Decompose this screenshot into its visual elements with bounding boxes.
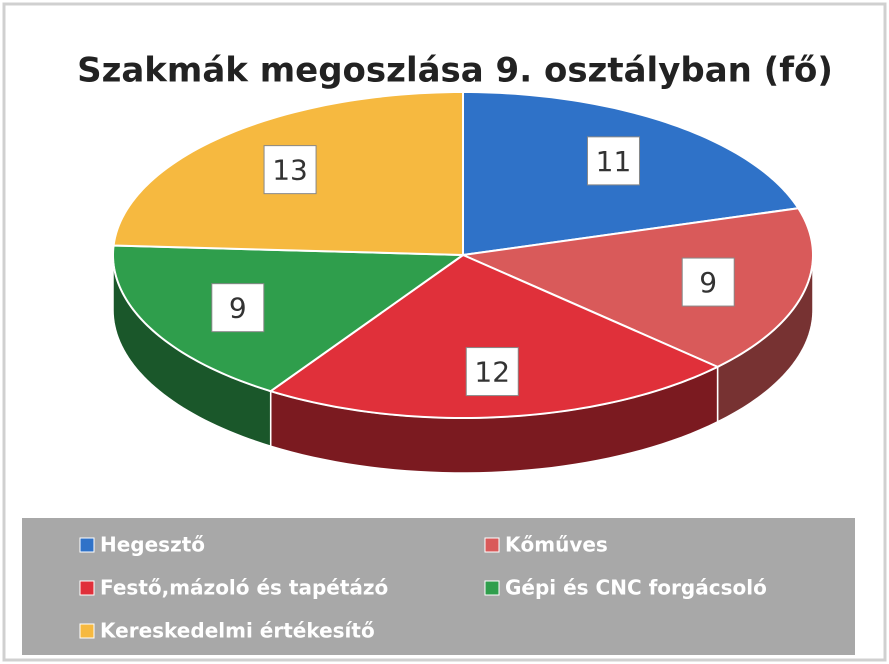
- data-label: 9: [229, 292, 247, 325]
- pie-slice: [459, 207, 814, 368]
- legend-swatch: [79, 537, 95, 553]
- legend-label: Kőműves: [505, 533, 608, 557]
- legend-box: [22, 518, 855, 655]
- legend-label: Festő,mázoló és tapétázó: [100, 576, 388, 600]
- legend-label: Hegesztő: [100, 533, 205, 557]
- legend-label: Kereskedelmi értékesítő: [100, 619, 375, 643]
- legend-swatch: [484, 580, 500, 596]
- legend-swatch: [484, 537, 500, 553]
- data-label: 12: [474, 356, 510, 389]
- chart-title: Szakmák megoszlása 9. osztályban (fő): [77, 51, 833, 91]
- pie-slice: [268, 253, 720, 420]
- data-label-box: [263, 145, 317, 195]
- data-label-box: [465, 347, 519, 397]
- data-label-box: [681, 257, 735, 307]
- legend-swatch: [79, 580, 95, 596]
- data-label: 11: [596, 145, 632, 178]
- pie-slice: [112, 244, 467, 393]
- data-label: 9: [699, 266, 717, 299]
- data-label-box: [211, 283, 265, 333]
- data-label: 13: [272, 154, 308, 187]
- data-label-box: [586, 136, 640, 186]
- legend-swatch: [79, 623, 95, 639]
- legend-label: Gépi és CNC forgácsoló: [505, 576, 767, 600]
